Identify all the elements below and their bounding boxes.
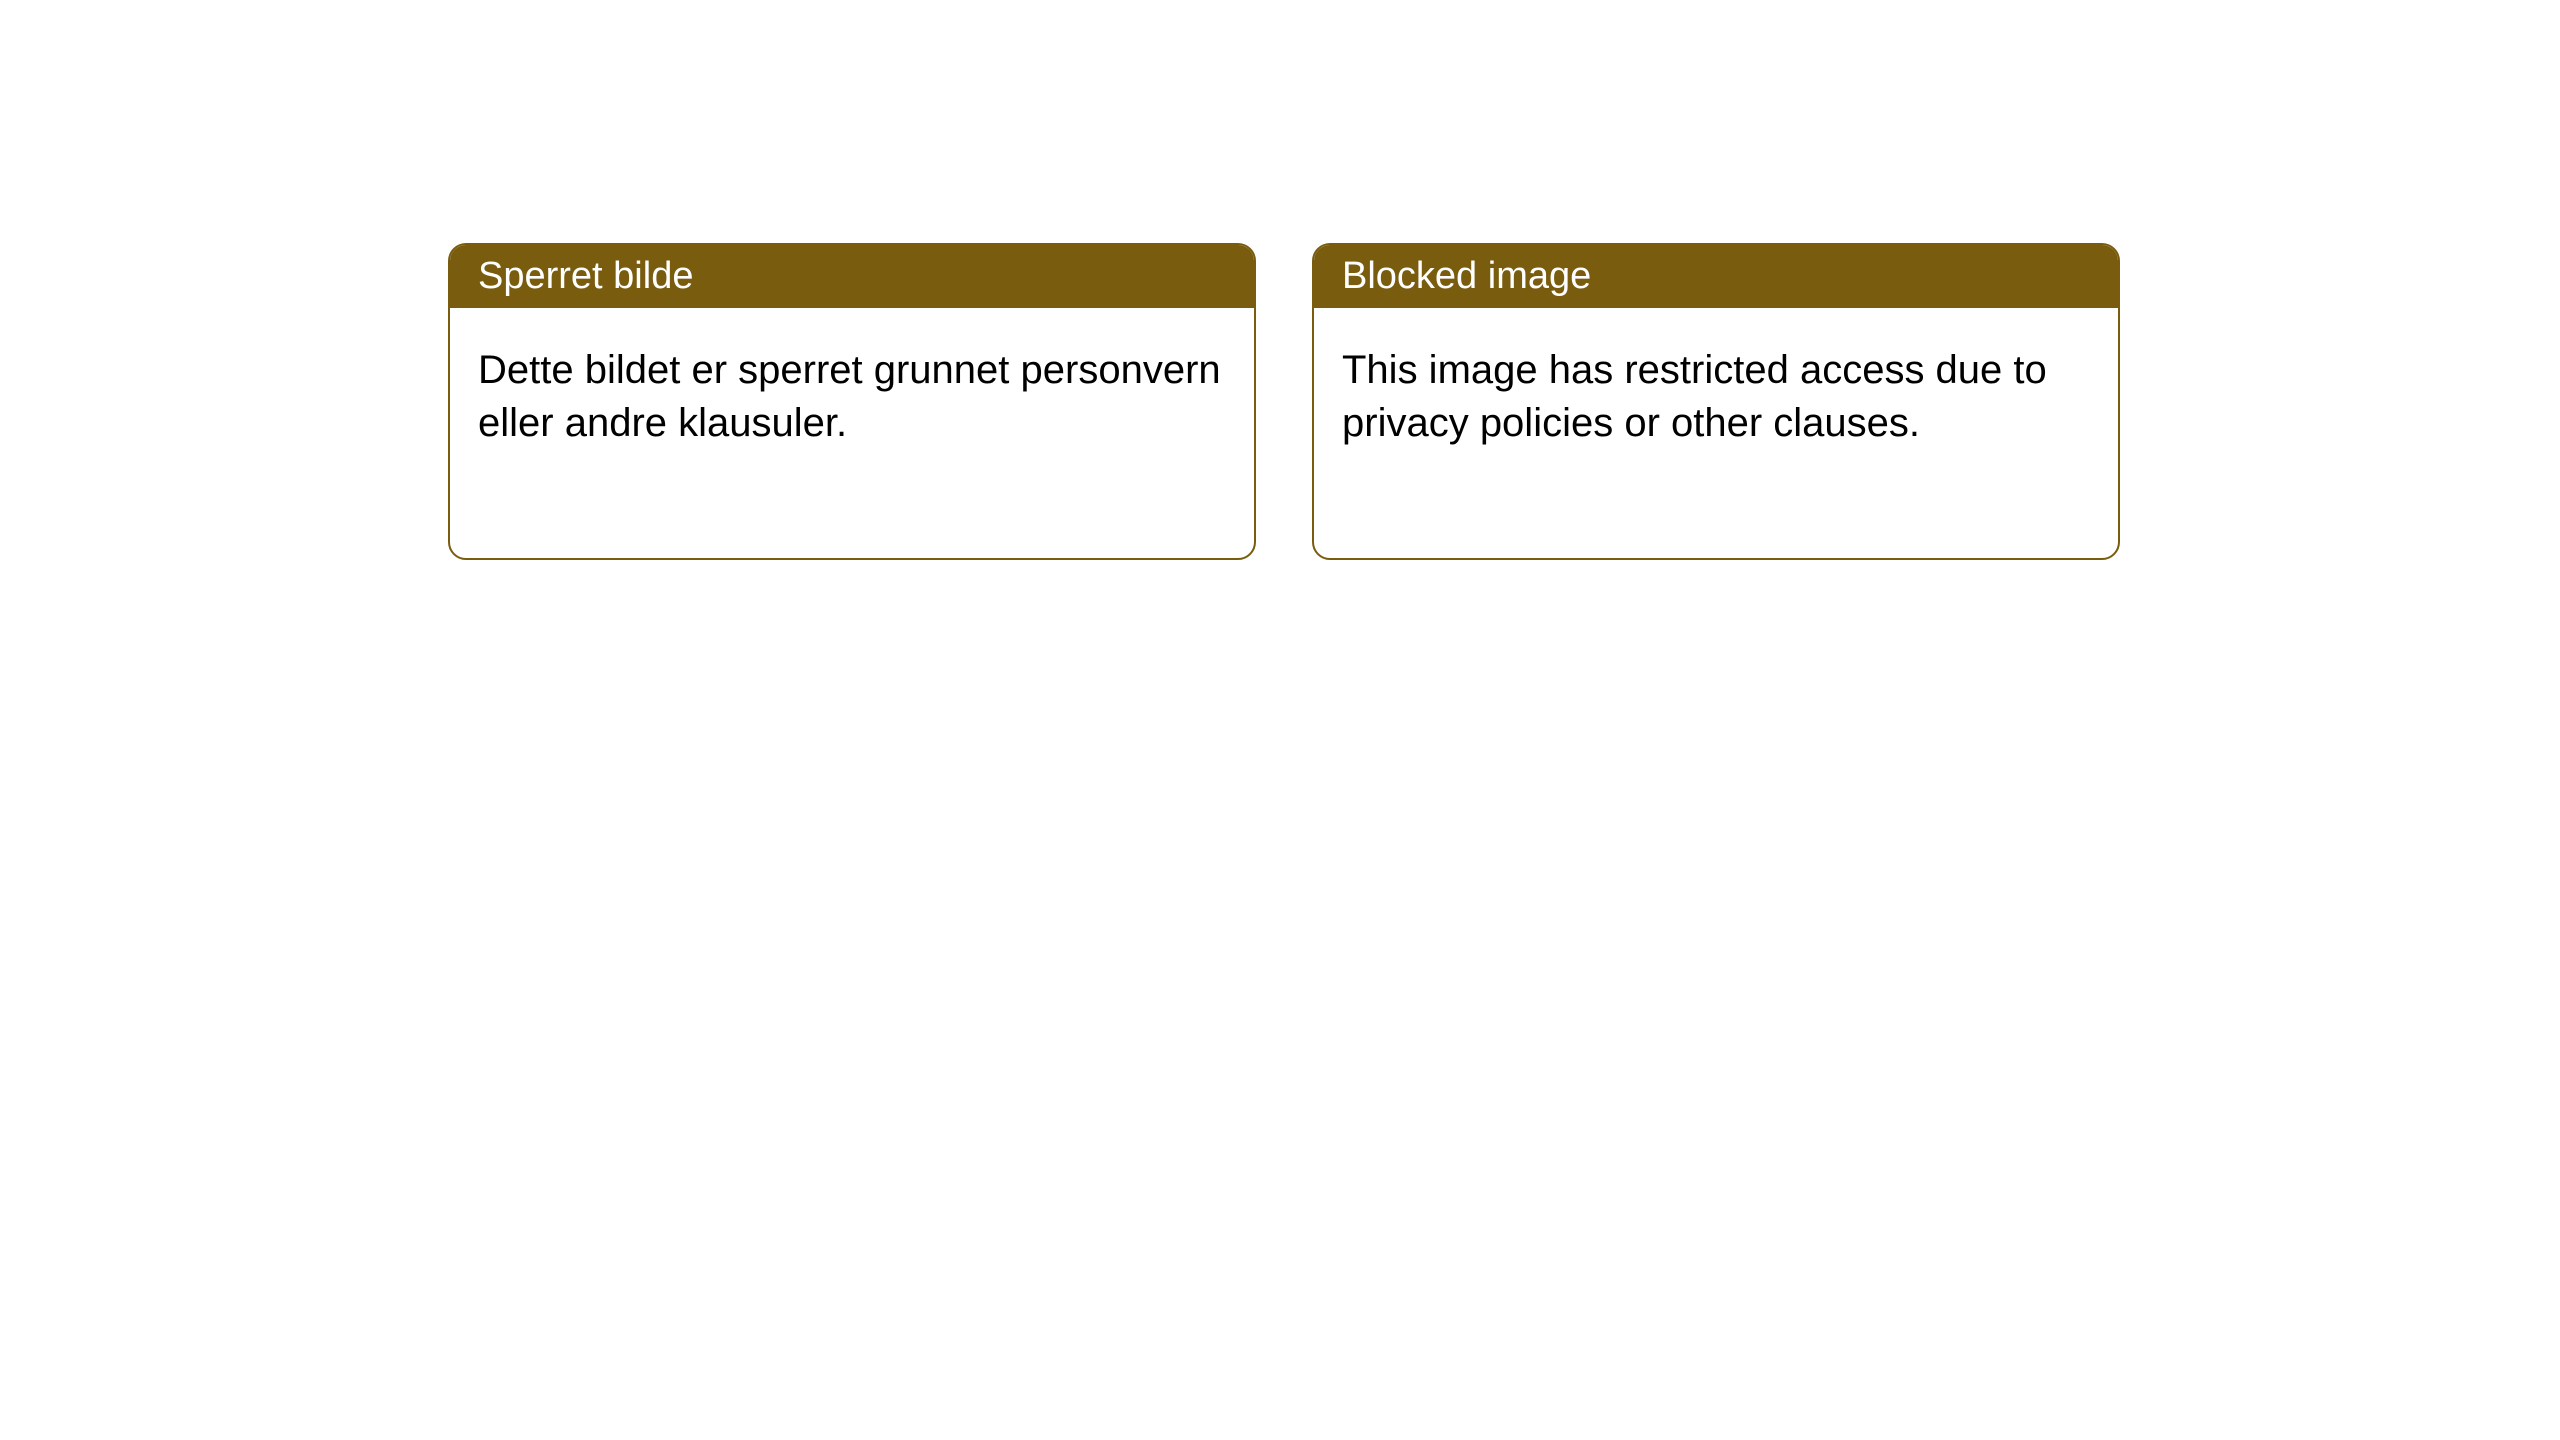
card-title: Blocked image bbox=[1342, 255, 1591, 297]
card-title: Sperret bilde bbox=[478, 255, 693, 297]
card-header: Blocked image bbox=[1314, 245, 2118, 308]
card-body: Dette bildet er sperret grunnet personve… bbox=[450, 308, 1254, 558]
card-header: Sperret bilde bbox=[450, 245, 1254, 308]
card-body-text: This image has restricted access due to … bbox=[1342, 348, 2047, 445]
notice-cards-container: Sperret bilde Dette bildet er sperret gr… bbox=[448, 243, 2120, 560]
notice-card-english: Blocked image This image has restricted … bbox=[1312, 243, 2120, 560]
card-body: This image has restricted access due to … bbox=[1314, 308, 2118, 558]
notice-card-norwegian: Sperret bilde Dette bildet er sperret gr… bbox=[448, 243, 1256, 560]
card-body-text: Dette bildet er sperret grunnet personve… bbox=[478, 348, 1221, 445]
